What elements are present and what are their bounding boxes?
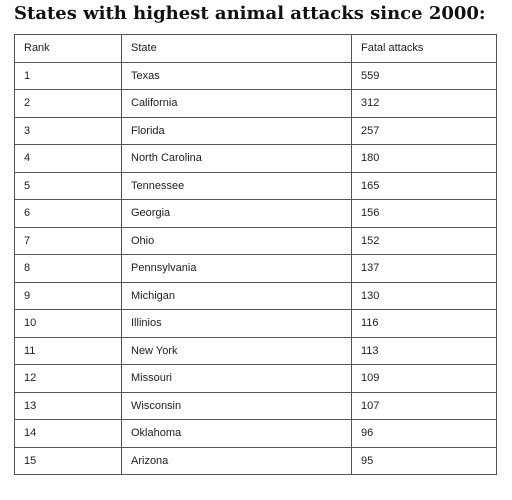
rank-cell: 14: [14, 419, 122, 448]
table-row: 5 Tennessee 165: [14, 171, 497, 200]
table-row: 14 Oklahoma 96: [14, 419, 497, 448]
state-cell: Tennessee: [121, 171, 352, 200]
fatal-attacks-column-header: Fatal attacks: [351, 34, 497, 63]
fatal-attacks-cell: 96: [351, 419, 497, 448]
state-cell: Florida: [121, 116, 352, 145]
table-row: 6 Georgia 156: [14, 199, 497, 228]
rank-cell: 3: [14, 116, 122, 145]
state-cell: Missouri: [121, 364, 352, 393]
fatal-attacks-cell: 312: [351, 89, 497, 118]
rank-cell: 8: [14, 254, 122, 283]
table-row: 12 Missouri 109: [14, 364, 497, 393]
rank-cell: 7: [14, 226, 122, 255]
state-cell: Pennsylvania: [121, 254, 352, 283]
fatal-attacks-cell: 559: [351, 61, 497, 90]
rank-cell: 6: [14, 199, 122, 228]
rank-cell: 4: [14, 144, 122, 173]
table-row: 2 California 312: [14, 89, 497, 118]
state-cell: Arizona: [121, 446, 352, 475]
fatal-attacks-cell: 113: [351, 336, 497, 365]
table-row: 13 Wisconsin 107: [14, 391, 497, 420]
state-column-header: State: [121, 34, 352, 63]
rank-cell: 15: [14, 446, 122, 475]
table-row: 4 North Carolina 180: [14, 144, 497, 173]
table-row: 8 Pennsylvania 137: [14, 254, 497, 283]
table-row: 15 Arizona 95: [14, 446, 497, 475]
rank-cell: 5: [14, 171, 122, 200]
state-cell: Texas: [121, 61, 352, 90]
rank-cell: 9: [14, 281, 122, 310]
state-cell: Illinios: [121, 309, 352, 338]
fatal-attacks-cell: 107: [351, 391, 497, 420]
rank-cell: 1: [14, 61, 122, 90]
rank-cell: 12: [14, 364, 122, 393]
fatal-attacks-cell: 152: [351, 226, 497, 255]
fatal-attacks-cell: 180: [351, 144, 497, 173]
state-cell: Ohio: [121, 226, 352, 255]
table-row: 9 Michigan 130: [14, 281, 497, 310]
state-cell: Wisconsin: [121, 391, 352, 420]
table-row: 3 Florida 257: [14, 116, 497, 145]
fatal-attacks-cell: 257: [351, 116, 497, 145]
page-title: States with highest animal attacks since…: [14, 3, 486, 24]
state-cell: Georgia: [121, 199, 352, 228]
rank-cell: 11: [14, 336, 122, 365]
table-row: 1 Texas 559: [14, 61, 497, 90]
state-cell: New York: [121, 336, 352, 365]
rank-cell: 13: [14, 391, 122, 420]
state-cell: California: [121, 89, 352, 118]
fatal-attacks-cell: 137: [351, 254, 497, 283]
rank-column-header: Rank: [14, 34, 122, 63]
table-row: 10 Illinios 116: [14, 309, 497, 338]
rank-cell: 10: [14, 309, 122, 338]
state-cell: Oklahoma: [121, 419, 352, 448]
rank-cell: 2: [14, 89, 122, 118]
fatal-attacks-cell: 156: [351, 199, 497, 228]
state-cell: North Carolina: [121, 144, 352, 173]
state-cell: Michigan: [121, 281, 352, 310]
fatal-attacks-cell: 95: [351, 446, 497, 475]
table-header-row: Rank State Fatal attacks: [14, 34, 497, 63]
table-row: 11 New York 113: [14, 336, 497, 365]
fatal-attacks-cell: 109: [351, 364, 497, 393]
table-row: 7 Ohio 152: [14, 226, 497, 255]
fatal-attacks-cell: 130: [351, 281, 497, 310]
fatal-attacks-cell: 116: [351, 309, 497, 338]
attacks-table: Rank State Fatal attacks 1 Texas 559 2 Cali…: [14, 34, 497, 475]
fatal-attacks-cell: 165: [351, 171, 497, 200]
